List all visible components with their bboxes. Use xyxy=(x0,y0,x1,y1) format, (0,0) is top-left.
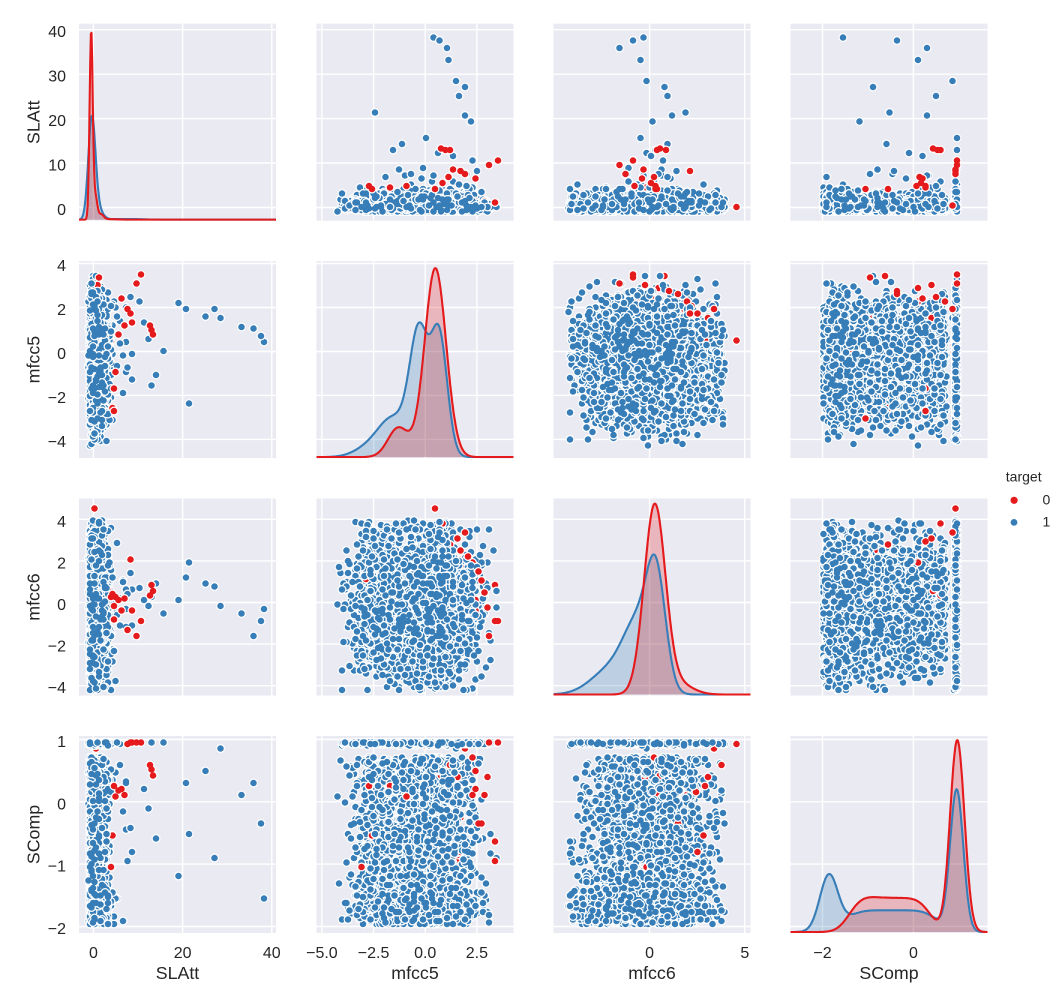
svg-text:mfcc6: mfcc6 xyxy=(23,573,43,621)
svg-text:−2: −2 xyxy=(48,639,66,656)
svg-text:20: 20 xyxy=(174,945,192,962)
svg-text:−2: −2 xyxy=(48,390,66,407)
svg-text:4: 4 xyxy=(57,514,66,531)
svg-text:5: 5 xyxy=(740,945,749,962)
svg-text:−1: −1 xyxy=(48,859,66,876)
svg-text:SLAtt: SLAtt xyxy=(156,963,200,983)
svg-text:−4: −4 xyxy=(48,434,66,451)
svg-text:0: 0 xyxy=(57,796,66,813)
svg-text:−2.5: −2.5 xyxy=(358,945,390,962)
svg-text:−2: −2 xyxy=(813,945,831,962)
svg-text:0: 0 xyxy=(57,346,66,363)
svg-text:SComp: SComp xyxy=(859,963,918,983)
svg-text:2: 2 xyxy=(57,555,66,572)
svg-text:mfcc6: mfcc6 xyxy=(628,963,676,983)
svg-text:0: 0 xyxy=(89,945,98,962)
svg-text:10: 10 xyxy=(48,158,66,175)
svg-text:−4: −4 xyxy=(48,680,66,697)
svg-text:20: 20 xyxy=(48,113,66,130)
svg-text:−5.0: −5.0 xyxy=(306,945,338,962)
svg-text:0: 0 xyxy=(909,945,918,962)
svg-text:40: 40 xyxy=(48,24,66,41)
svg-text:40: 40 xyxy=(263,945,281,962)
svg-text:−2: −2 xyxy=(48,921,66,938)
svg-text:1: 1 xyxy=(1043,513,1051,529)
svg-text:mfcc5: mfcc5 xyxy=(23,336,43,384)
svg-text:0: 0 xyxy=(57,202,66,219)
svg-text:0: 0 xyxy=(57,597,66,614)
svg-text:2.5: 2.5 xyxy=(466,945,488,962)
svg-text:4: 4 xyxy=(57,258,66,275)
svg-text:SLAtt: SLAtt xyxy=(23,100,43,144)
svg-text:1: 1 xyxy=(57,734,66,751)
svg-text:2: 2 xyxy=(57,302,66,319)
svg-text:30: 30 xyxy=(48,69,66,86)
svg-text:mfcc5: mfcc5 xyxy=(391,963,439,983)
svg-text:0.0: 0.0 xyxy=(414,945,436,962)
svg-text:0: 0 xyxy=(645,945,654,962)
svg-text:target: target xyxy=(1006,468,1042,484)
svg-text:SComp: SComp xyxy=(23,805,43,864)
svg-text:0: 0 xyxy=(1043,491,1051,507)
